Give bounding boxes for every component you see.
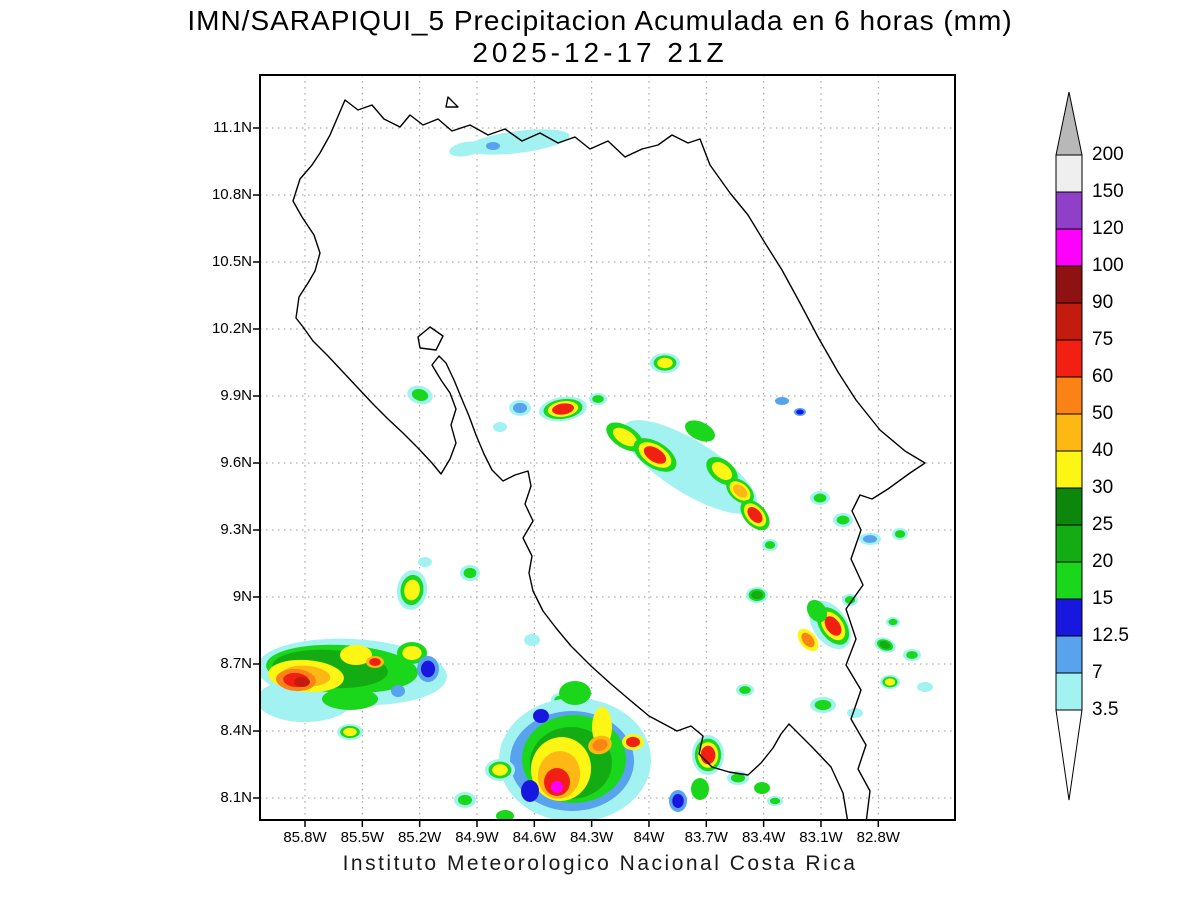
colorbar <box>1055 91 1083 801</box>
lon-tick-label: 85.5W <box>340 829 384 846</box>
plot-frame <box>259 74 956 821</box>
footer-credit: Instituto Meteorologico Nacional Costa R… <box>342 852 858 875</box>
lon-tick-label: 83.4W <box>741 829 786 846</box>
axis-ticks <box>253 127 880 827</box>
lat-tick-label: 9.6N <box>220 454 252 471</box>
lat-tick-label: 8.4N <box>220 722 252 739</box>
chart-subtitle: 2025-12-17 21Z <box>472 37 728 68</box>
lat-tick-label: 8.7N <box>220 655 252 672</box>
lat-tick-label: 10.8N <box>211 186 252 203</box>
lon-tick-label: 84W <box>633 829 665 846</box>
colorbar-tick-label: 90 <box>1092 292 1114 313</box>
colorbar-segment <box>1055 635 1083 674</box>
island-outline <box>417 326 444 351</box>
lat-tick-label: 11.1N <box>213 119 252 136</box>
colorbar-arrow-bottom <box>1055 709 1083 801</box>
lon-tick-label: 82.8W <box>856 829 900 846</box>
colorbar-segment <box>1055 191 1083 230</box>
colorbar-tick-label: 200 <box>1092 144 1124 165</box>
colorbar-segment <box>1055 561 1083 600</box>
colorbar-segment <box>1055 672 1083 711</box>
colorbar-tick-label: 120 <box>1092 218 1124 239</box>
colorbar-segment <box>1055 339 1083 378</box>
island-outline <box>445 96 459 108</box>
colorbar-tick-label: 25 <box>1092 514 1114 535</box>
colorbar-tick-label: 100 <box>1092 255 1124 276</box>
lon-tick-label: 83.7W <box>684 829 728 846</box>
colorbar-tick-label: 7 <box>1092 662 1103 683</box>
colorbar-segment <box>1055 450 1083 489</box>
lat-tick-label: 9.3N <box>220 521 252 538</box>
colorbar-tick-label: 150 <box>1092 181 1124 202</box>
lon-tick-label: 85.8W <box>283 829 327 846</box>
costa-rica-outline <box>292 99 926 820</box>
colorbar-segment <box>1055 524 1083 563</box>
lat-tick-label: 10.2N <box>211 320 252 337</box>
colorbar-tick-label: 12.5 <box>1092 625 1129 646</box>
chart-title: IMN/SARAPIQUI_5 Precipitacion Acumulada … <box>187 5 1013 36</box>
colorbar-segment <box>1055 487 1083 526</box>
colorbar-segment <box>1055 376 1083 415</box>
colorbar-tick-label: 15 <box>1092 588 1114 609</box>
colorbar-segment <box>1055 302 1083 341</box>
colorbar-tick-label: 75 <box>1092 329 1114 350</box>
colorbar-tick-label: 20 <box>1092 551 1114 572</box>
lat-tick-label: 8.1N <box>220 789 252 806</box>
colorbar-tick-label: 30 <box>1092 477 1114 498</box>
colorbar-segment <box>1055 598 1083 637</box>
lat-tick-label: 9.9N <box>220 387 252 404</box>
colorbar-tick-label: 40 <box>1092 440 1114 461</box>
colorbar-segment <box>1055 265 1083 304</box>
colorbar-segment <box>1055 413 1083 452</box>
colorbar-tick-label: 60 <box>1092 366 1114 387</box>
colorbar-arrow-top <box>1055 91 1083 156</box>
colorbar-segment <box>1055 154 1083 193</box>
lon-tick-label: 84.3W <box>569 829 614 846</box>
plot-area <box>260 75 955 820</box>
precipitation-cells <box>260 129 933 820</box>
colorbar-segment <box>1055 228 1083 267</box>
lon-tick-label: 84.9W <box>455 829 499 846</box>
colorbar-tick-label: 3.5 <box>1092 699 1119 720</box>
coastline <box>292 96 926 820</box>
lon-tick-label: 83.1W <box>799 829 843 846</box>
lat-tick-label: 9N <box>232 588 252 605</box>
lat-tick-label: 10.5N <box>211 253 252 270</box>
lon-tick-label: 84.6W <box>512 829 556 846</box>
colorbar-tick-label: 50 <box>1092 403 1114 424</box>
lon-tick-label: 85.2W <box>397 829 442 846</box>
